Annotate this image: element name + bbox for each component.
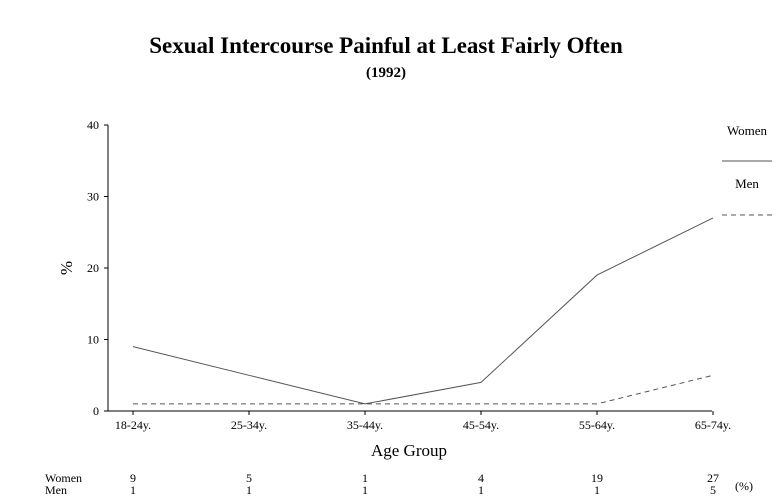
table-cell-women: 27 <box>707 471 719 485</box>
y-tick-label: 40 <box>87 118 99 132</box>
y-tick-label: 10 <box>87 333 99 347</box>
y-axis-label: % <box>57 261 76 275</box>
table-cell-women: 19 <box>591 471 603 485</box>
legend: Women Men <box>722 123 772 216</box>
table-cell-men: 1 <box>130 483 136 497</box>
series-line-women <box>132 217 714 405</box>
x-axis-label: Age Group <box>371 441 447 460</box>
x-tick-label: 35-44y. <box>347 418 383 432</box>
table-cell-women: 1 <box>362 471 368 485</box>
table-cell-women: 4 <box>478 471 484 485</box>
table-cells: 9 5 1 4 19 271 1 1 1 1 5 <box>130 471 719 497</box>
legend-label-women: Women <box>727 123 768 138</box>
chart-subtitle: (1992) <box>366 65 406 81</box>
chart-title: Sexual Intercourse Painful at Least Fair… <box>149 33 623 58</box>
table-unit: (%) <box>735 479 753 493</box>
y-tick-label: 0 <box>93 404 99 418</box>
legend-label-men: Men <box>735 176 759 191</box>
y-axis-ticks: 0 10 20 30 40 <box>87 118 108 418</box>
data-table: Women Men (%) 9 5 1 4 19 271 1 1 1 1 5 <box>45 471 753 497</box>
y-tick-label: 20 <box>87 261 99 275</box>
x-tick-label: 55-64y. <box>579 418 615 432</box>
table-cell-men: 1 <box>478 483 484 497</box>
table-row-label-men: Men <box>45 483 67 497</box>
table-row-label-women: Women <box>45 471 82 485</box>
series-lines <box>132 217 714 405</box>
table-cell-men: 1 <box>362 483 368 497</box>
y-tick-label: 30 <box>87 190 99 204</box>
x-tick-label: 25-34y. <box>231 418 267 432</box>
series-line-men <box>133 374 714 405</box>
axes <box>107 125 712 412</box>
x-tick-label: 45-54y. <box>463 418 499 432</box>
table-cell-men: 1 <box>246 483 252 497</box>
table-cell-men: 1 <box>594 483 600 497</box>
table-cell-women: 9 <box>130 471 136 485</box>
x-tick-label: 18-24y. <box>115 418 151 432</box>
table-cell-women: 5 <box>246 471 252 485</box>
x-axis-ticks: 18-24y. 25-34y. 35-44y. 45-54y. 55-64y. 65-74… <box>115 411 731 432</box>
x-tick-label: 65-74y. <box>695 418 731 432</box>
table-cell-men: 5 <box>710 483 716 497</box>
